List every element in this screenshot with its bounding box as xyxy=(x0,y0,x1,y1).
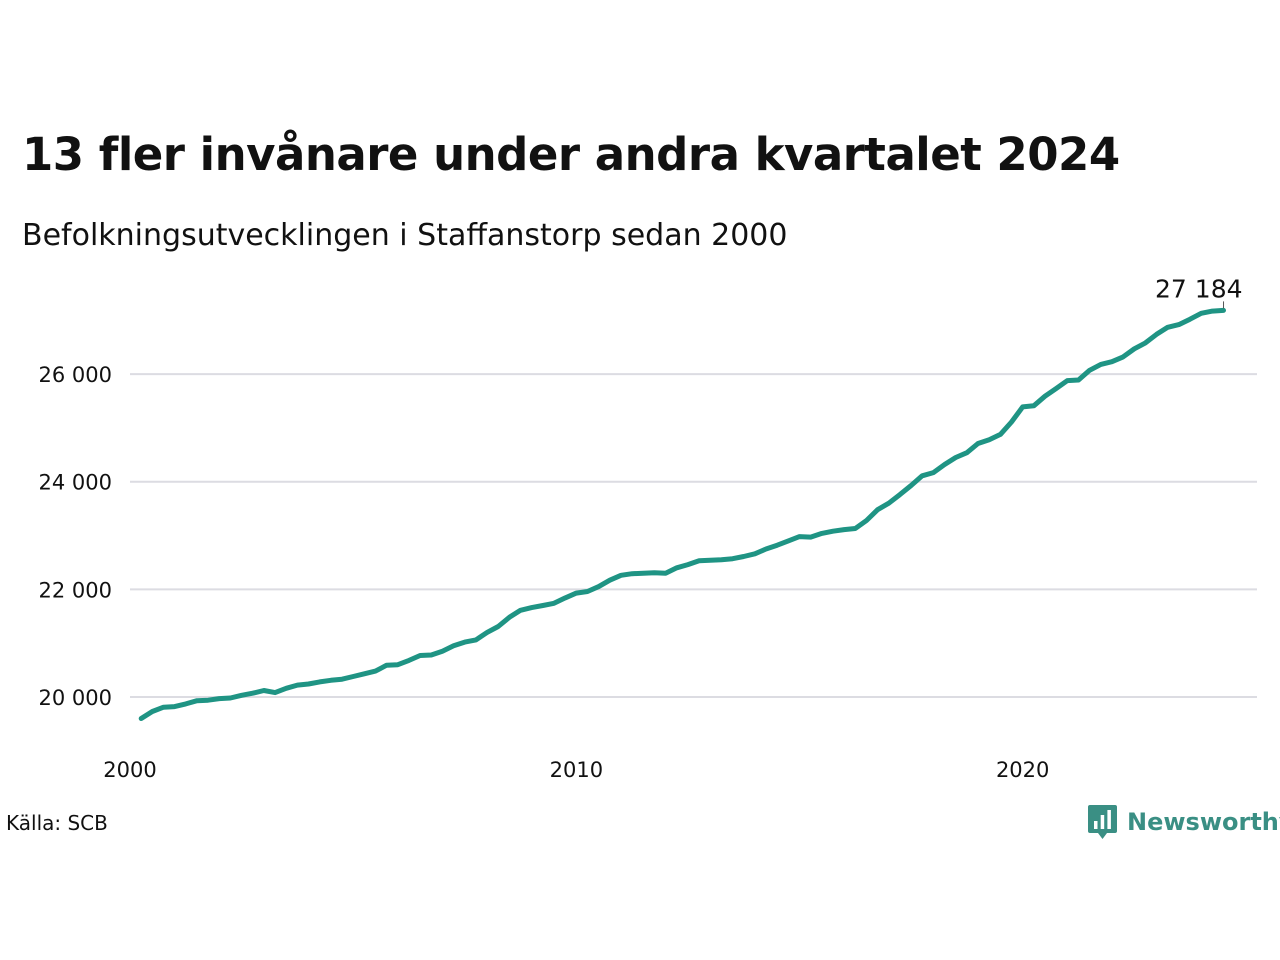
x-tick-label: 2000 xyxy=(103,758,156,782)
gridlines xyxy=(130,373,1257,698)
series-line xyxy=(138,307,1226,721)
y-tick-label: 22 000 xyxy=(39,578,112,602)
end-value-label: 27 184 xyxy=(1155,274,1242,303)
chart-title: 13 fler invånare under andra kvartalet 2… xyxy=(22,128,1120,181)
brand-name: Newsworthy xyxy=(1127,808,1280,836)
x-tick-label: 2020 xyxy=(996,758,1049,782)
annotation-layer: 27 184 xyxy=(1155,274,1243,309)
axis-labels: 20 000 22 000 24 000 26 000 2000 2010 2020 xyxy=(39,363,1050,782)
chart-subtitle: Befolkningsutvecklingen i Staffanstorp s… xyxy=(22,218,788,253)
newsworthy-logo-icon xyxy=(1088,805,1117,839)
source-note: Källa: SCB xyxy=(6,811,108,835)
y-tick-label: 24 000 xyxy=(39,471,112,495)
y-tick-label: 20 000 xyxy=(39,686,112,710)
series-layer xyxy=(138,307,1226,721)
newsworthy-logo: Newsworthy xyxy=(1088,802,1280,842)
y-tick-label: 26 000 xyxy=(39,363,112,387)
x-tick-label: 2010 xyxy=(550,758,603,782)
